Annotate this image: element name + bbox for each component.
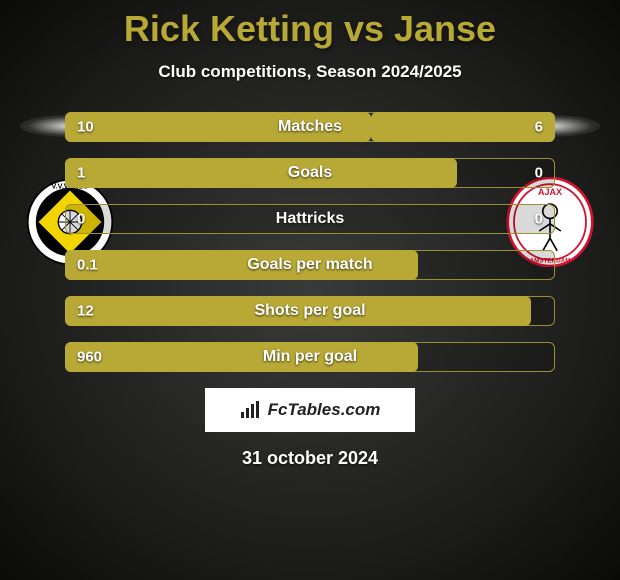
stat-row: 960 Min per goal	[65, 342, 555, 372]
stat-row: 12 Shots per goal	[65, 296, 555, 326]
stat-label: Shots per goal	[254, 302, 365, 320]
subtitle: Club competitions, Season 2024/2025	[0, 62, 620, 82]
stat-left-value: 10	[77, 119, 94, 136]
stat-row: 1 0 Goals	[65, 158, 555, 188]
bar-fill-right	[371, 112, 555, 142]
stat-label: Min per goal	[263, 348, 357, 366]
stat-right-value: 0	[535, 211, 543, 228]
stat-label: Goals	[288, 164, 332, 182]
stat-label: Goals per match	[247, 256, 372, 274]
stat-row: 0.1 Goals per match	[65, 250, 555, 280]
bar-fill-left	[65, 158, 457, 188]
stat-left-value: 960	[77, 349, 102, 366]
stat-left-value: 12	[77, 303, 94, 320]
stat-label: Matches	[278, 118, 342, 136]
attribution-banner: FcTables.com	[205, 388, 415, 432]
stat-left-value: 0	[77, 211, 85, 228]
stat-row: 10 6 Matches	[65, 112, 555, 142]
stats-bars: 106Matches10Goals00Hattricks0.1Goals per…	[65, 112, 555, 372]
stat-left-value: 1	[77, 165, 85, 182]
stat-right-value: 6	[535, 119, 543, 136]
attribution-text: FcTables.com	[268, 400, 381, 420]
date-text: 31 october 2024	[0, 448, 620, 469]
stat-label: Hattricks	[276, 210, 344, 228]
stat-right-value: 0	[535, 165, 543, 182]
page-title: Rick Ketting vs Janse	[0, 0, 620, 50]
bar-fill-left	[65, 342, 418, 372]
stat-row: 0 0 Hattricks	[65, 204, 555, 234]
chart-icon	[240, 401, 262, 419]
stat-left-value: 0.1	[77, 257, 98, 274]
